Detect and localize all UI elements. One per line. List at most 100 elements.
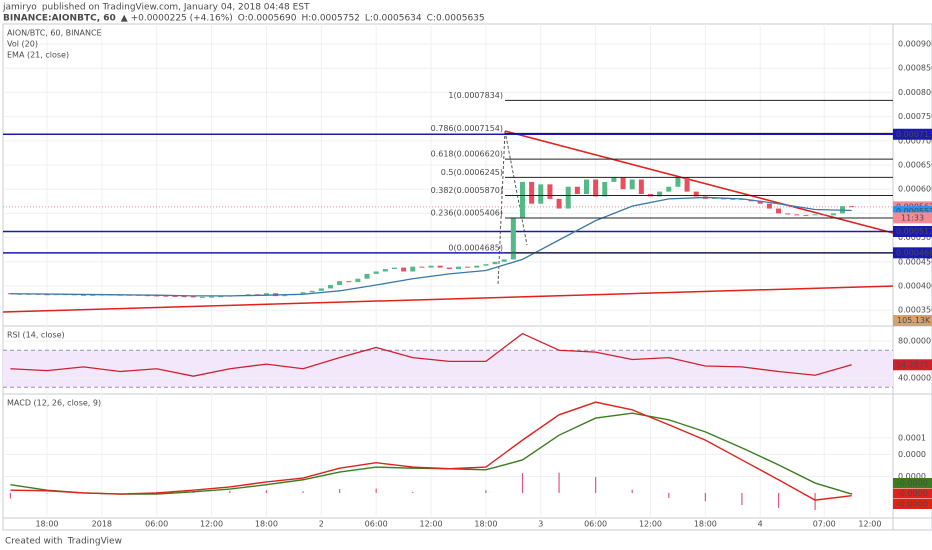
x-tick-label: 12:00 xyxy=(858,520,881,529)
price-badge xyxy=(893,247,932,259)
price-badge xyxy=(893,206,932,218)
y-tick-label: 0.0004500 xyxy=(898,257,932,266)
marks xyxy=(3,99,893,511)
candle xyxy=(803,214,809,216)
candle xyxy=(492,261,498,265)
price-badge-label: 0.0005537 xyxy=(896,207,932,216)
legend-entry: EMA (21, close) xyxy=(7,51,69,60)
x-tick-label: 18:00 xyxy=(474,520,497,529)
price-badge-label: 0.0005126 xyxy=(896,227,932,236)
y-tick-label: 0.0000 xyxy=(898,450,926,459)
candle xyxy=(410,266,416,272)
pane-title: MACD (12, 26, close, 9) xyxy=(7,399,101,408)
candle xyxy=(593,179,599,197)
countdown-label: 11:33 xyxy=(901,213,924,222)
candle xyxy=(44,294,50,296)
candle xyxy=(401,267,407,272)
candle xyxy=(821,214,827,216)
candle xyxy=(163,295,169,297)
y-tick-label: 0.0007000 xyxy=(898,136,932,145)
candle xyxy=(629,179,635,190)
labels: jamiryo published on TradingView.com, Jan… xyxy=(2,3,932,547)
candle xyxy=(309,290,315,293)
candle xyxy=(620,177,626,190)
ohlc-value: H:0.0005752 xyxy=(301,14,359,24)
legend-entry: Vol (20) xyxy=(7,40,38,49)
x-tick-label: 4 xyxy=(758,520,763,529)
candle xyxy=(327,285,333,289)
candle xyxy=(81,294,87,296)
y-tick-label: 40.0000 xyxy=(898,374,931,383)
ohlc-value: O:0.0005690 xyxy=(238,14,297,24)
candle xyxy=(428,265,434,268)
chart-frame xyxy=(2,23,932,531)
price-badge-label: 0.0007135 xyxy=(896,130,932,139)
price-change: ▲ +0.0000225 (+4.16%) xyxy=(121,14,233,24)
fib-label: 0.5(0.0006245) xyxy=(441,168,503,177)
y-tick-label: 0.0005000 xyxy=(898,233,932,242)
ema-line xyxy=(10,196,852,297)
publish-info: published on TradingView.com, January 04… xyxy=(42,3,310,13)
candle xyxy=(355,278,361,283)
candle xyxy=(382,269,388,272)
candle xyxy=(547,184,553,199)
candle xyxy=(666,186,672,192)
candle xyxy=(364,273,370,279)
volume-label: 105.13K xyxy=(897,316,931,325)
macd-line xyxy=(10,401,852,501)
candle xyxy=(437,265,443,268)
candle xyxy=(657,191,663,197)
countdown-badge xyxy=(893,212,932,224)
candle xyxy=(684,177,690,192)
candle xyxy=(556,198,562,209)
y-tick-label: 0.0008500 xyxy=(898,64,932,73)
candle xyxy=(318,288,324,291)
candle xyxy=(455,266,461,270)
price-badge-label: 0.0004685 xyxy=(896,248,932,257)
histogram-badge xyxy=(893,499,932,509)
candle xyxy=(154,295,160,297)
candle xyxy=(776,208,782,214)
x-tick-label: 12:00 xyxy=(420,520,443,529)
y-tick-label: 0.0009000 xyxy=(898,39,932,48)
y-tick-label: 0.0007500 xyxy=(898,112,932,121)
footer-brand: TradingView xyxy=(67,537,122,547)
candle xyxy=(638,179,644,195)
macd-badge-label: -0.0000 xyxy=(897,489,928,498)
fib-label: 1(0.0007834) xyxy=(448,91,503,100)
candle xyxy=(209,296,215,298)
candle xyxy=(391,267,397,270)
y-tick-label: 0.0004000 xyxy=(898,281,932,290)
rsi-line xyxy=(10,332,852,377)
candle xyxy=(675,177,681,187)
fib-label: 0.382(0.0005870) xyxy=(431,186,503,195)
y-tick-label: 0.0006500 xyxy=(898,160,932,169)
candle xyxy=(611,177,617,182)
candle xyxy=(565,186,571,209)
candle xyxy=(446,267,452,270)
rsi-badge xyxy=(893,359,932,371)
x-tick-label: 06:00 xyxy=(584,520,607,529)
footer-text: Created with xyxy=(5,537,63,547)
pane-title: AION/BTC, 60, BINANCE xyxy=(7,29,102,38)
y-tick-label: 0.0000 xyxy=(898,472,926,481)
x-tick-label: 18:00 xyxy=(35,520,58,529)
x-tick-label: 12:00 xyxy=(200,520,223,529)
candle xyxy=(199,296,205,298)
fib-label: 0.618(0.0006620) xyxy=(431,150,503,159)
price-badge xyxy=(893,225,932,237)
candle xyxy=(419,266,425,268)
candle xyxy=(785,213,791,215)
pane-title: RSI (14, close) xyxy=(7,331,65,340)
y-tick-label: 0.0006000 xyxy=(898,185,932,194)
candle xyxy=(218,296,224,298)
price-badge xyxy=(893,128,932,140)
fib-label: 0.236(0.0005406) xyxy=(431,208,503,217)
candle xyxy=(849,206,855,208)
macd-badge xyxy=(893,488,932,499)
candle xyxy=(337,281,343,286)
candle xyxy=(263,293,269,295)
candle xyxy=(483,264,489,266)
candle xyxy=(465,266,471,268)
